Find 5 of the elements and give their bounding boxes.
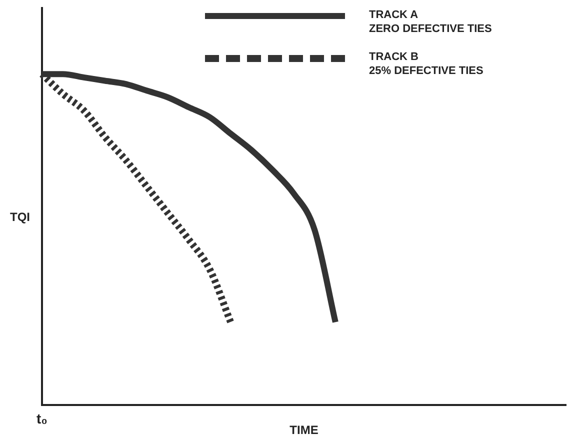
y-axis-title: TQI bbox=[10, 210, 30, 224]
x-axis-title: TIME bbox=[290, 423, 318, 438]
text: TRACK B 25% DEFECTIVE TIES bbox=[369, 50, 484, 78]
text: t₀ bbox=[36, 410, 48, 427]
text: TRACK A ZERO DEFECTIVE TIES bbox=[369, 8, 492, 36]
